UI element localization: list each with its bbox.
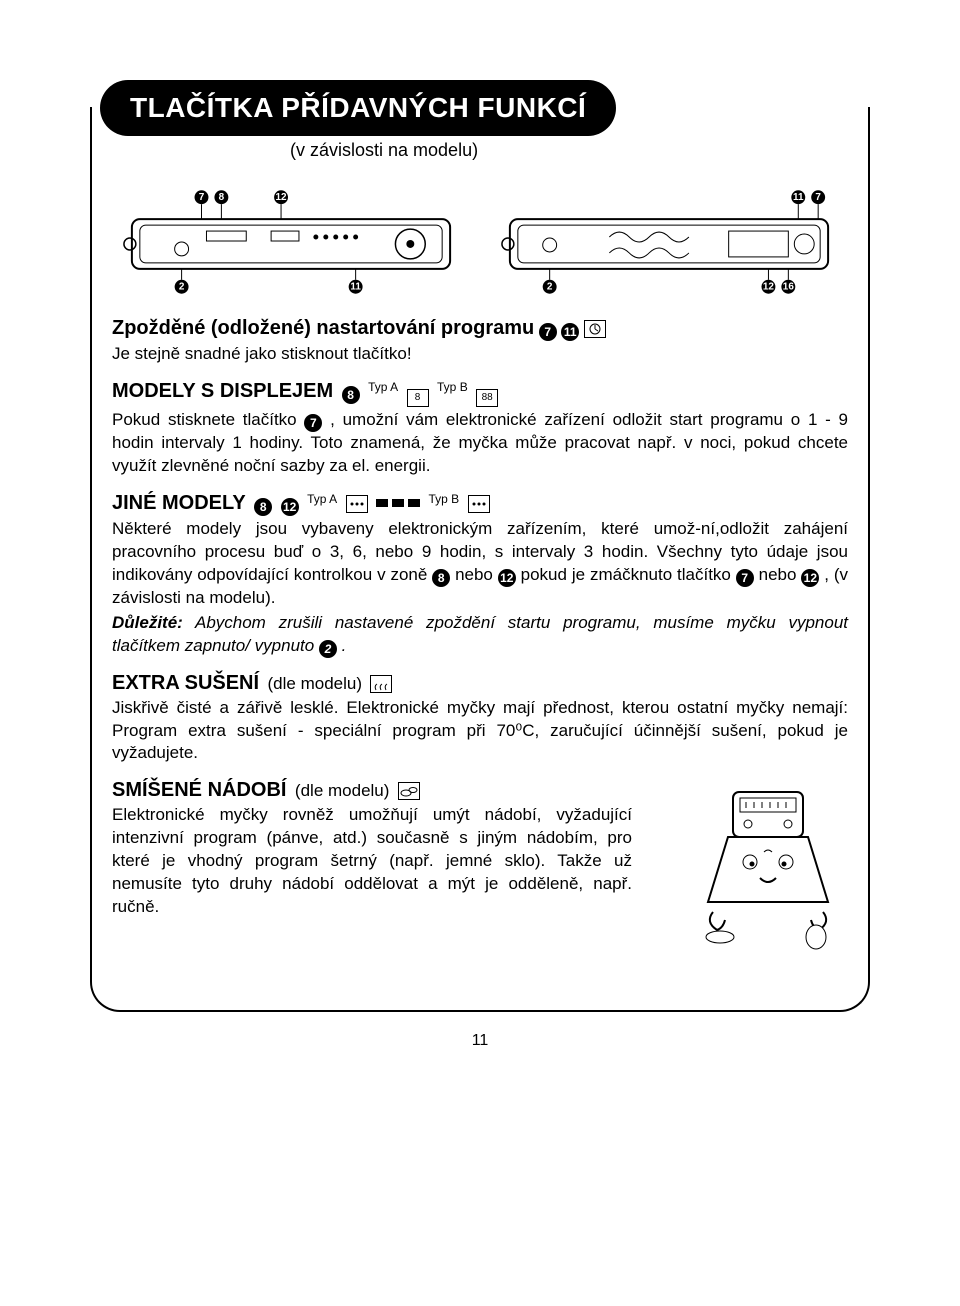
- mixed-text: Elektronické myčky rovněž umožňují umýt …: [112, 804, 632, 919]
- svg-text:2: 2: [179, 282, 185, 293]
- steam-icon: [370, 675, 392, 693]
- ref-7b-icon: 7: [736, 569, 754, 587]
- indicator-a-icon: [346, 495, 368, 513]
- svg-text:11: 11: [350, 282, 361, 293]
- svg-text:7: 7: [199, 192, 205, 203]
- other-models-heading: JINÉ MODELY: [112, 492, 246, 514]
- text-fragment: pokud je zmáčknuto tlačítko: [516, 565, 736, 584]
- dishes-icon: [398, 782, 420, 800]
- clock-icon: [584, 320, 606, 338]
- content-frame: 7 8 12 2: [90, 107, 870, 1012]
- extra-dry-heading-suffix: (dle modelu): [268, 674, 363, 693]
- svg-text:2: 2: [547, 282, 553, 293]
- type-a-label2: Typ A: [307, 492, 337, 506]
- page-number: 11: [90, 1032, 870, 1050]
- title-banner: TLAČÍTKA PŘÍDAVNÝCH FUNKCÍ: [100, 80, 616, 136]
- ref-8b-icon: 8: [254, 498, 272, 516]
- important-note: Důležité: Abychom zrušili nastavené zpož…: [112, 612, 848, 658]
- ref-12c-icon: 12: [801, 569, 819, 587]
- text-fragment: nebo: [754, 565, 802, 584]
- type-b-label: Typ B: [437, 380, 468, 394]
- svg-text:12: 12: [763, 282, 775, 293]
- text-fragment: .: [337, 636, 346, 655]
- extra-dry-text: Jiskřivě čisté a zářivě lesklé. Elektron…: [112, 697, 848, 766]
- ref-7-icon: 7: [539, 323, 557, 341]
- indicator-b-icon: [468, 495, 490, 513]
- svg-text:16: 16: [783, 282, 795, 293]
- ref-2-icon: 2: [319, 640, 337, 658]
- text-fragment: nebo: [450, 565, 498, 584]
- text-fragment: Abychom zrušili nastavené zpoždění start…: [112, 613, 848, 655]
- extra-dry-heading-row: EXTRA SUŠENÍ (dle modelu): [112, 672, 848, 695]
- ref-11-icon: 11: [561, 323, 579, 341]
- control-panel-diagrams: 7 8 12 2: [112, 187, 848, 297]
- other-models-heading-row: JINÉ MODELY 8 12 Typ A Typ B: [112, 492, 848, 516]
- mixed-heading-suffix: (dle modelu): [295, 781, 390, 800]
- svg-text:8: 8: [219, 192, 225, 203]
- svg-text:7: 7: [815, 192, 821, 203]
- extra-dry-heading: EXTRA SUŠENÍ: [112, 672, 259, 694]
- other-models-text: Některé modely jsou vybaveny elektronick…: [112, 518, 848, 610]
- cartoon-illustration: [678, 782, 848, 972]
- ref-12b-icon: 12: [498, 569, 516, 587]
- display-models-heading: MODELY S DISPLEJEM: [112, 380, 333, 402]
- delayed-start-sub: Je stejně snadné jako stisknout tlačítko…: [112, 343, 848, 366]
- svg-text:11: 11: [793, 192, 804, 203]
- display-models-text: Pokud stisknete tlačítko 7 , umožní vám …: [112, 409, 848, 478]
- type-a-label: Typ A: [368, 380, 398, 394]
- svg-text:12: 12: [276, 192, 288, 203]
- panel-right-diagram: 11 7 2 12 16: [490, 187, 848, 297]
- type-b-label2: Typ B: [429, 492, 460, 506]
- segment-bar-icon: [376, 495, 420, 516]
- ref-7-inline-icon: 7: [304, 414, 322, 432]
- panel-left-diagram: 7 8 12 2: [112, 187, 470, 297]
- display-models-heading-row: MODELY S DISPLEJEM 8 Typ A 8 Typ B 88: [112, 380, 848, 407]
- ref-8-icon: 8: [342, 386, 360, 404]
- display-7seg-a-icon: 8: [407, 389, 429, 407]
- delayed-start-heading: Zpožděné (odložené) nastartování program…: [112, 317, 848, 341]
- delayed-start-title: Zpožděné (odložené) nastartování program…: [112, 317, 534, 339]
- display-7seg-b-icon: 88: [476, 389, 498, 407]
- ref-8c-icon: 8: [432, 569, 450, 587]
- text-fragment: Pokud stisknete tlačítko: [112, 410, 304, 429]
- important-label: Důležité:: [112, 613, 183, 632]
- mixed-heading: SMÍŠENÉ NÁDOBÍ: [112, 779, 286, 801]
- ref-12-icon: 12: [281, 498, 299, 516]
